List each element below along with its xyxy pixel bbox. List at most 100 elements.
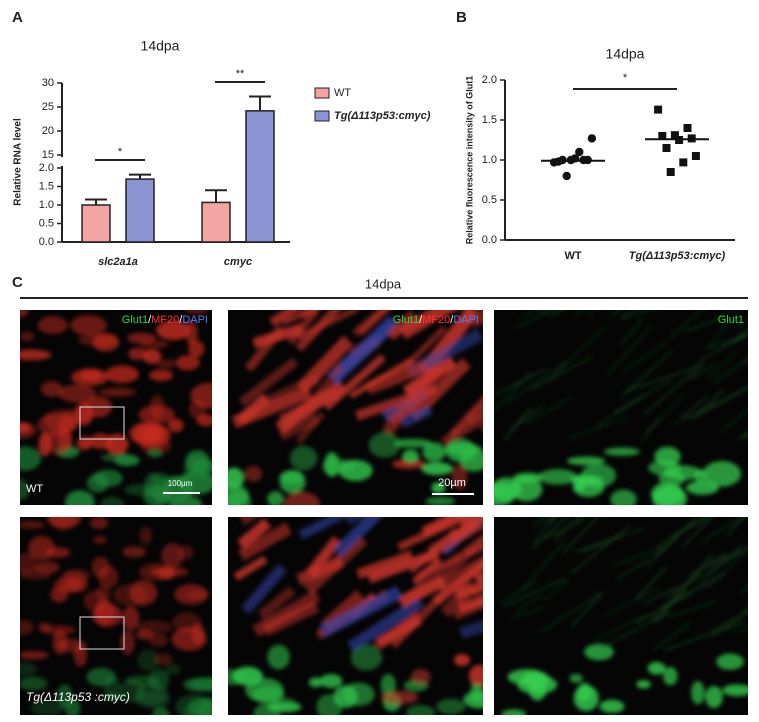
- blob: [513, 472, 543, 483]
- fiber: [689, 552, 728, 577]
- channel-name: /: [179, 314, 183, 326]
- fiber: [258, 374, 321, 408]
- blob: [89, 433, 113, 450]
- x-tick-label: cmyc: [224, 256, 252, 268]
- fiber: [616, 558, 651, 580]
- blob: [37, 413, 75, 437]
- channel-name: DAPI: [453, 314, 479, 326]
- fiber: [238, 357, 299, 407]
- y-tick-label: 1.0: [39, 199, 54, 211]
- legend-label: Tg(Δ113p53:cmyc): [334, 110, 431, 122]
- fiber: [505, 360, 568, 404]
- blob: [686, 480, 719, 495]
- fiber: [354, 384, 438, 421]
- blob: [122, 605, 140, 631]
- blob: [421, 461, 453, 476]
- blob: [308, 677, 323, 688]
- blob: [658, 470, 686, 487]
- fiber: [347, 596, 425, 653]
- blob: [501, 709, 527, 715]
- blob: [53, 577, 88, 594]
- blob: [191, 622, 205, 645]
- blob: [138, 405, 175, 424]
- fiber: [605, 324, 653, 378]
- blob: [175, 355, 200, 371]
- blob: [284, 491, 321, 505]
- fiber: [567, 416, 629, 440]
- blob: [136, 620, 173, 634]
- fiber: [643, 361, 706, 416]
- blob: [574, 474, 587, 493]
- fiber: [635, 566, 667, 600]
- blob: [702, 461, 742, 487]
- blob: [20, 662, 38, 676]
- inset-box: [79, 406, 125, 440]
- blob: [228, 483, 249, 505]
- fiber: [448, 517, 480, 543]
- image-label: 100µm: [168, 479, 193, 488]
- fiber: [319, 585, 403, 638]
- blob: [402, 449, 420, 463]
- image-label: Tg(Δ113p53 :cmyc): [26, 690, 130, 704]
- fiber: [518, 310, 539, 320]
- fiber: [642, 586, 678, 606]
- fiber: [257, 586, 296, 620]
- blob: [380, 673, 396, 697]
- blob: [422, 442, 446, 462]
- fiber: [624, 365, 701, 393]
- fiber: [644, 393, 686, 434]
- channel-name: Glut1: [393, 314, 419, 326]
- fiber: [458, 517, 483, 528]
- blob: [34, 561, 60, 574]
- fiber: [244, 324, 286, 373]
- texture: [494, 310, 748, 505]
- blob: [149, 566, 189, 577]
- fiber: [674, 551, 743, 593]
- blob: [52, 630, 68, 655]
- texture: [20, 310, 212, 505]
- data-point: [575, 147, 584, 157]
- data-point: [654, 105, 663, 114]
- fiber: [736, 317, 748, 330]
- fiber: [281, 364, 344, 434]
- blob: [722, 684, 748, 697]
- blob: [425, 496, 456, 505]
- fiber: [280, 310, 318, 326]
- fiber: [461, 534, 483, 559]
- fiber: [704, 548, 748, 591]
- blob: [380, 691, 419, 705]
- fiber: [619, 310, 637, 319]
- blob: [517, 675, 558, 695]
- blob: [43, 625, 76, 635]
- y-axis-label: Relative RNA level: [13, 118, 24, 206]
- blob: [156, 359, 176, 369]
- data-point: [683, 124, 692, 132]
- blob: [431, 482, 446, 494]
- panel-label: C: [12, 274, 23, 291]
- data-point: [666, 168, 675, 176]
- blob: [70, 315, 108, 336]
- fiber: [494, 371, 533, 412]
- fiber: [494, 368, 547, 396]
- blob: [232, 666, 263, 686]
- bar: [245, 110, 275, 243]
- fiber: [349, 357, 414, 399]
- blob: [406, 705, 436, 715]
- inset-box: [79, 616, 125, 650]
- legend-label: WT: [334, 87, 351, 99]
- bar: [125, 178, 155, 243]
- blob: [20, 619, 34, 635]
- blob: [28, 535, 56, 561]
- texture: [228, 517, 483, 715]
- fiber: [296, 310, 360, 341]
- blob: [20, 446, 41, 471]
- fiber: [421, 517, 465, 537]
- y-tick-label: 1.5: [39, 180, 54, 192]
- fiber: [543, 578, 571, 601]
- significance: **: [236, 68, 245, 80]
- blob: [51, 517, 75, 531]
- fiber: [544, 524, 574, 539]
- blob: [603, 447, 640, 456]
- fiber: [593, 613, 648, 641]
- blob: [147, 448, 163, 458]
